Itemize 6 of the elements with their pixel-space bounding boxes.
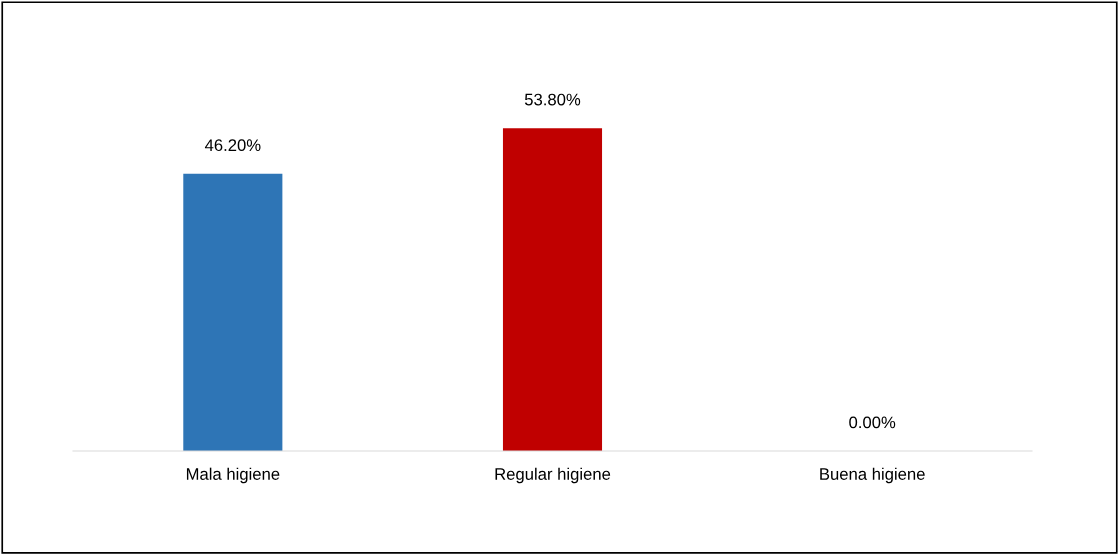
x-tick-label: Mala higiene — [186, 467, 280, 484]
x-tick-label: Buena higiene — [820, 467, 925, 484]
data-label: 0.00% — [849, 416, 896, 429]
data-label: 53.80% — [524, 93, 581, 106]
data-label: 46.20% — [204, 139, 261, 152]
x-tick-label: Regular higiene — [495, 467, 611, 484]
